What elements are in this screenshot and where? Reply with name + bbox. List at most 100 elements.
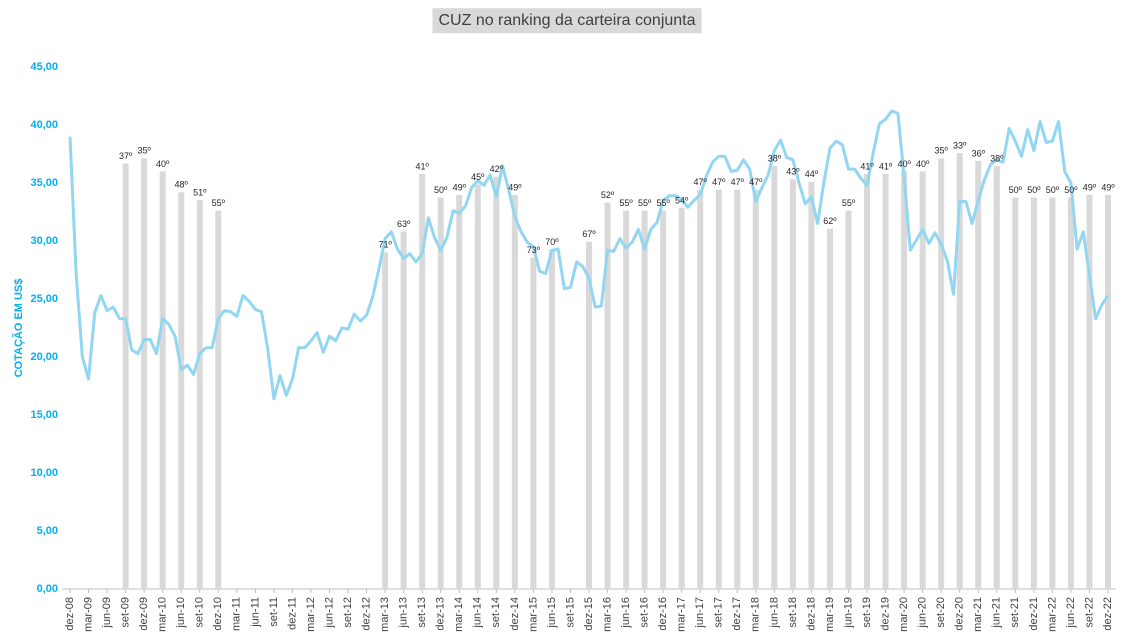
- x-tick-label: mar-17: [676, 597, 688, 632]
- x-tick-label: mar-21: [972, 597, 984, 632]
- value-label: 47º: [731, 177, 745, 187]
- x-tick-label: jun-11: [249, 597, 261, 628]
- x-tick-label: dez-17: [731, 597, 743, 631]
- x-tick-label: dez-16: [657, 597, 669, 631]
- value-label: 47º: [712, 177, 726, 187]
- value-label: 50º: [1046, 185, 1060, 195]
- x-tick-label: dez-19: [879, 597, 891, 631]
- value-label: 42º: [490, 164, 504, 174]
- value-label: 40º: [156, 159, 170, 169]
- value-label: 41º: [416, 161, 430, 171]
- value-label: 48º: [175, 180, 189, 190]
- bar: [771, 166, 778, 589]
- x-tick-label: mar-12: [305, 597, 317, 632]
- bar: [864, 174, 871, 589]
- y-tick-label: 20,00: [30, 351, 58, 363]
- bar: [493, 176, 500, 589]
- bar: [1067, 197, 1074, 589]
- bar: [808, 181, 815, 589]
- value-label: 33º: [953, 141, 967, 151]
- bar: [141, 158, 148, 589]
- x-tick-label: jun-12: [323, 597, 335, 629]
- value-label: 71º: [378, 240, 392, 250]
- y-axis-label: COTAÇÃO EM US$: [12, 279, 25, 378]
- value-label: 55º: [656, 198, 670, 208]
- value-label: 70º: [545, 237, 559, 247]
- bar: [1049, 197, 1056, 589]
- x-tick-label: mar-15: [527, 597, 539, 632]
- value-label: 50º: [1027, 185, 1041, 195]
- x-tick-label: mar-10: [157, 597, 169, 632]
- value-label: 47º: [749, 177, 763, 187]
- bar: [604, 202, 611, 589]
- x-tick-label: set-12: [342, 597, 354, 628]
- bar: [641, 210, 648, 590]
- y-tick-label: 10,00: [30, 467, 58, 479]
- x-tick-label: set-09: [120, 597, 132, 628]
- x-tick-label: mar-11: [231, 597, 243, 631]
- bar: [789, 179, 796, 590]
- chart-title: CUZ no ranking da carteira conjunta: [438, 12, 695, 29]
- bar: [826, 228, 833, 589]
- value-label: 40º: [897, 159, 911, 169]
- bar: [660, 210, 667, 590]
- value-label: 54º: [675, 195, 689, 205]
- value-label: 41º: [879, 161, 893, 171]
- bar: [382, 252, 389, 589]
- x-tick-label: mar-09: [82, 597, 94, 632]
- x-tick-label: set-21: [1009, 597, 1021, 628]
- value-label: 41º: [860, 161, 874, 171]
- x-tick-label: dez-14: [509, 597, 521, 631]
- x-tick-label: jun-20: [917, 597, 929, 629]
- value-label: 49º: [1101, 182, 1115, 192]
- bar: [419, 174, 426, 589]
- x-tick-label: dez-08: [64, 597, 76, 631]
- x-tick-label: jun-16: [620, 597, 632, 629]
- x-tick-label: jun-10: [175, 597, 187, 629]
- value-label: 40º: [916, 159, 930, 169]
- x-tick-label: dez-12: [360, 597, 372, 631]
- bar: [697, 189, 704, 590]
- x-tick-label: jun-18: [768, 597, 780, 629]
- bar: [1105, 194, 1111, 589]
- value-label: 63º: [397, 219, 411, 229]
- bar: [734, 189, 741, 590]
- x-tick-label: set-16: [639, 597, 651, 628]
- bar: [159, 171, 166, 589]
- bar: [530, 257, 537, 589]
- value-label: 67º: [582, 229, 596, 239]
- value-label: 49º: [508, 182, 522, 192]
- value-label: 45º: [471, 172, 485, 182]
- value-label: 55º: [842, 198, 856, 208]
- x-tick-label: dez-20: [954, 597, 966, 631]
- x-tick-label: jun-17: [694, 597, 706, 629]
- bar: [845, 210, 852, 590]
- bar: [1030, 197, 1037, 589]
- bar: [122, 163, 129, 589]
- bar: [456, 194, 463, 589]
- bar: [882, 174, 889, 589]
- x-tick-label: dez-21: [1028, 597, 1040, 631]
- value-label: 38º: [990, 154, 1004, 164]
- bar: [548, 249, 555, 589]
- value-label: 55º: [638, 198, 652, 208]
- x-tick-label: set-10: [194, 597, 206, 628]
- bar: [975, 160, 982, 589]
- bar: [1012, 197, 1019, 589]
- value-label: 62º: [823, 216, 837, 226]
- y-tick-label: 35,00: [30, 177, 58, 189]
- x-tick-label: set-11: [268, 597, 280, 627]
- bar: [938, 158, 945, 589]
- x-tick-label: dez-15: [583, 597, 595, 631]
- x-tick-label: set-15: [564, 597, 576, 628]
- value-label: 50º: [1064, 185, 1078, 195]
- x-tick-label: dez-10: [212, 597, 224, 631]
- x-tick-label: jun-09: [101, 597, 113, 629]
- value-label: 50º: [434, 185, 448, 195]
- x-tick-label: mar-14: [453, 597, 465, 632]
- value-label: 55º: [212, 198, 226, 208]
- bar: [901, 171, 908, 589]
- x-tick-label: mar-22: [1046, 597, 1058, 632]
